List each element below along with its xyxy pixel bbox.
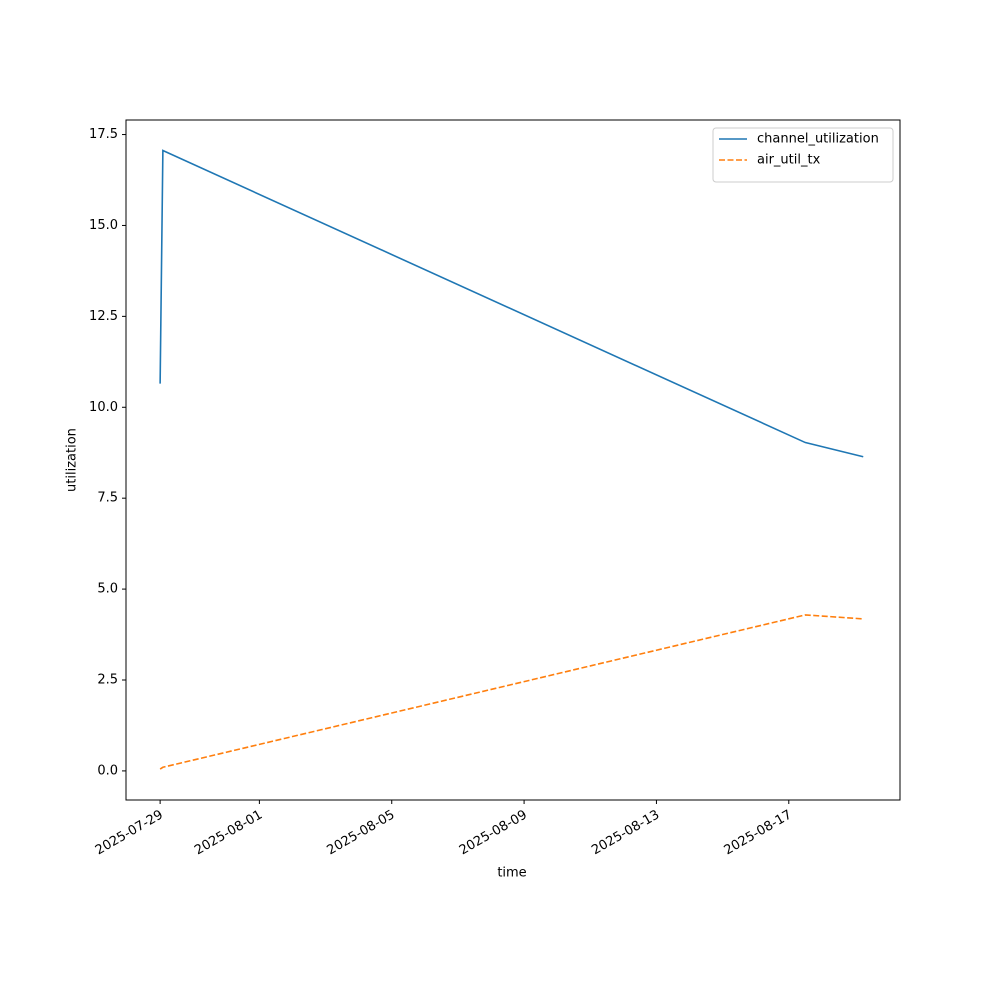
- x-tick-label: 2025-08-13: [589, 808, 662, 859]
- y-tick-label: 17.5: [89, 127, 118, 142]
- y-tick-label: 0.0: [97, 763, 118, 778]
- x-axis-label: time: [497, 866, 526, 881]
- y-tick-label: 5.0: [97, 582, 118, 597]
- plot-frame: [125, 119, 901, 801]
- x-tick-label: 2025-08-01: [192, 808, 265, 859]
- y-axis-label: utilization: [65, 428, 80, 492]
- x-tick-label: 2025-08-09: [457, 808, 530, 859]
- x-tick-label: 2025-08-17: [722, 808, 795, 859]
- y-tick-label: 15.0: [89, 218, 118, 233]
- y-tick-label: 2.5: [97, 673, 118, 688]
- legend-label: air_util_tx: [757, 153, 821, 168]
- y-tick-label: 7.5: [97, 491, 118, 506]
- legend-label: channel_utilization: [757, 132, 879, 147]
- legend-box: [712, 127, 894, 183]
- y-tick-label: 12.5: [89, 309, 118, 324]
- y-tick-label: 10.0: [89, 400, 118, 415]
- series-line: [159, 614, 864, 770]
- x-tick-label: 2025-07-29: [93, 808, 166, 859]
- series-line: [159, 149, 864, 458]
- x-tick-label: 2025-08-05: [325, 808, 398, 859]
